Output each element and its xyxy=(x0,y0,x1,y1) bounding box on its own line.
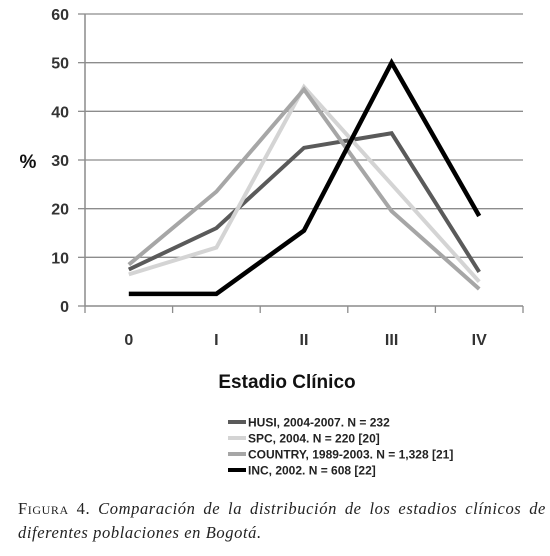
series-line xyxy=(127,131,481,274)
figure-label: Figura 4. xyxy=(18,499,91,518)
series-line xyxy=(128,83,481,284)
y-tick-label: 0 xyxy=(60,299,69,316)
series-line xyxy=(127,86,481,291)
y-axis-title: % xyxy=(20,152,37,173)
x-tick-label: 0 xyxy=(124,332,133,349)
y-tick-labels: 0 10 20 30 40 50 60 xyxy=(51,7,69,316)
y-tick-label: 50 xyxy=(51,56,69,73)
x-tick-label: IV xyxy=(472,332,487,349)
x-tick-label: II xyxy=(300,332,309,349)
legend-label: INC, 2002. N = 608 [22] xyxy=(248,464,376,478)
series-line xyxy=(128,57,482,297)
y-tick-label: 10 xyxy=(51,250,69,267)
axes xyxy=(84,14,524,313)
legend: HUSI, 2004-2007. N = 232 SPC, 2004. N = 2… xyxy=(228,416,453,478)
figure-caption-text: Comparación de la distribución de los es… xyxy=(18,499,546,542)
legend-label: HUSI, 2004-2007. N = 232 xyxy=(248,416,390,430)
x-tick-label: III xyxy=(385,332,398,349)
figure-caption: Figura 4. Comparación de la distribución… xyxy=(18,497,546,545)
series-lines xyxy=(127,57,482,297)
x-axis-title: Estadio Clínico xyxy=(218,372,355,393)
y-tick-label: 30 xyxy=(51,153,69,170)
y-tick-label: 20 xyxy=(51,202,69,219)
x-tick-label: I xyxy=(214,332,218,349)
y-tick-label: 40 xyxy=(51,104,69,121)
y-tick-label: 60 xyxy=(51,7,69,24)
legend-label: SPC, 2004. N = 220 [20] xyxy=(248,432,380,446)
x-tick-labels: 0 I II III IV xyxy=(124,332,487,349)
legend-label: COUNTRY, 1989-2003. N = 1,328 [21] xyxy=(248,448,453,462)
